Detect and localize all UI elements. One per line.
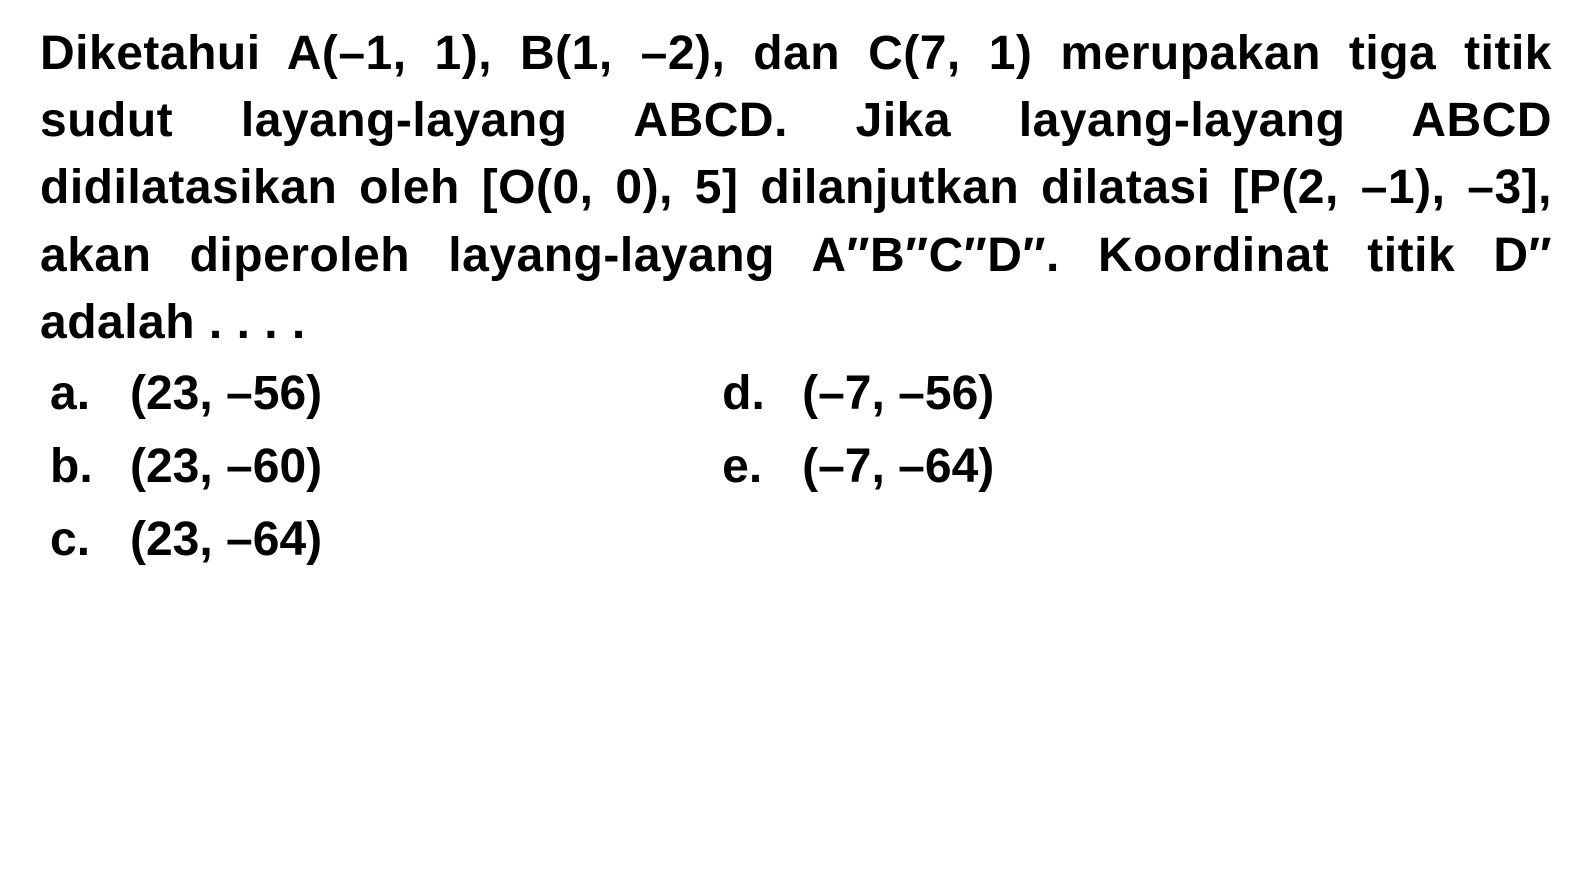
option-value: (23, –56) [130,366,322,421]
options-container: a. (23, –56) b. (23, –60) c. (23, –64) d… [40,366,1552,567]
option-value: (23, –60) [130,439,322,494]
question-container: Diketahui A(–1, 1), B(1, –2), dan C(7, 1… [40,20,1552,567]
option-c: c. (23, –64) [50,512,322,567]
option-e: e. (–7, –64) [722,439,994,494]
option-value: (23, –64) [130,512,322,567]
options-column-left: a. (23, –56) b. (23, –60) c. (23, –64) [50,366,322,567]
option-d: d. (–7, –56) [722,366,994,421]
option-letter: c. [50,512,130,567]
option-letter: a. [50,366,130,421]
options-column-right: d. (–7, –56) e. (–7, –64) [722,366,994,567]
option-value: (–7, –56) [802,366,994,421]
option-a: a. (23, –56) [50,366,322,421]
option-b: b. (23, –60) [50,439,322,494]
option-letter: b. [50,439,130,494]
question-text: Diketahui A(–1, 1), B(1, –2), dan C(7, 1… [40,20,1552,356]
option-value: (–7, –64) [802,439,994,494]
option-letter: d. [722,366,802,421]
option-letter: e. [722,439,802,494]
